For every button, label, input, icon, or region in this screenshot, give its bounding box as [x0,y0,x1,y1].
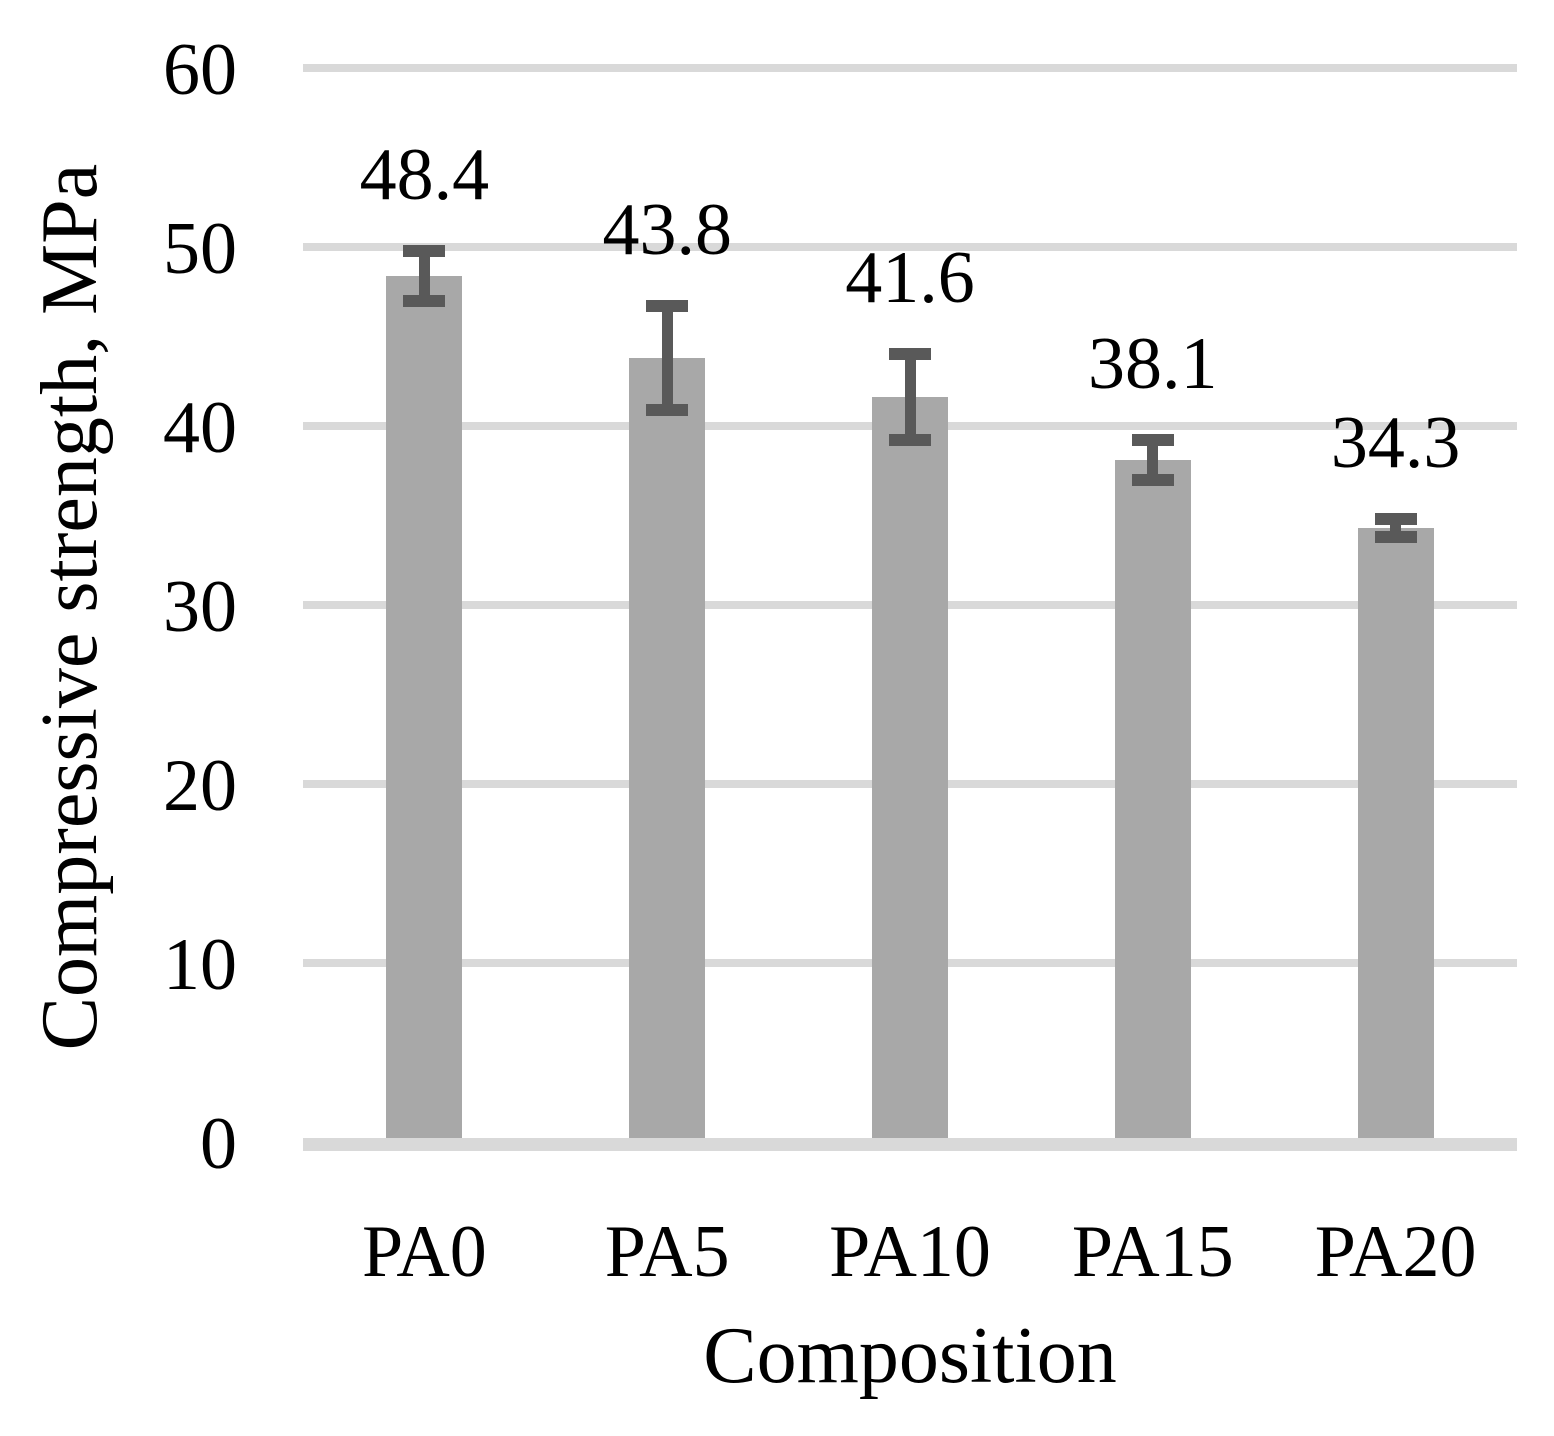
data-label-pa15: 38.1 [1088,323,1218,406]
error-bar-line [418,250,430,301]
error-bar-cap [1374,530,1417,543]
data-label-pa10: 41.6 [845,237,975,320]
error-bar-cap [1131,473,1174,486]
bar-pa5 [629,357,706,1138]
x-tick-label-pa0: PA0 [361,1211,487,1293]
bar-pa20 [1357,528,1434,1138]
y-tick-label: 20 [163,745,237,827]
error-bar-cap [403,294,446,307]
horizontal-gridline [303,64,1517,72]
error-bar-cap [1374,513,1417,526]
error-bar-cap [646,300,689,313]
error-bar-line [1147,440,1159,480]
bar-pa0 [386,275,463,1138]
x-axis-title: Composition [703,1312,1117,1400]
y-tick-label: 10 [163,924,237,1006]
data-label-pa20: 34.3 [1330,402,1461,485]
error-bar-cap [646,403,689,416]
x-tick-label-pa15: PA15 [1071,1211,1234,1293]
horizontal-gridline [303,243,1517,251]
x-tick-label-pa5: PA5 [604,1211,730,1293]
error-bar-cap [403,244,446,257]
y-tick-label: 0 [200,1103,237,1185]
bar-pa15 [1114,460,1191,1138]
error-bar-cap [889,434,931,447]
error-bar-cap [1131,434,1174,447]
error-bar-line [661,306,673,410]
data-label-pa0: 48.4 [359,133,490,216]
x-tick-label-pa20: PA20 [1314,1211,1477,1293]
error-bar-cap [889,348,931,361]
data-label-pa5: 43.8 [602,189,732,272]
y-tick-label: 30 [163,566,237,648]
y-tick-label: 60 [163,29,237,111]
y-tick-label: 40 [163,387,237,469]
error-bar-line [904,354,916,441]
error-bar-line [1390,519,1402,537]
x-tick-label-pa10: PA10 [829,1211,991,1293]
x-axis-baseline [303,1138,1517,1151]
bar-pa10 [872,397,948,1138]
y-tick-label: 50 [163,208,237,290]
